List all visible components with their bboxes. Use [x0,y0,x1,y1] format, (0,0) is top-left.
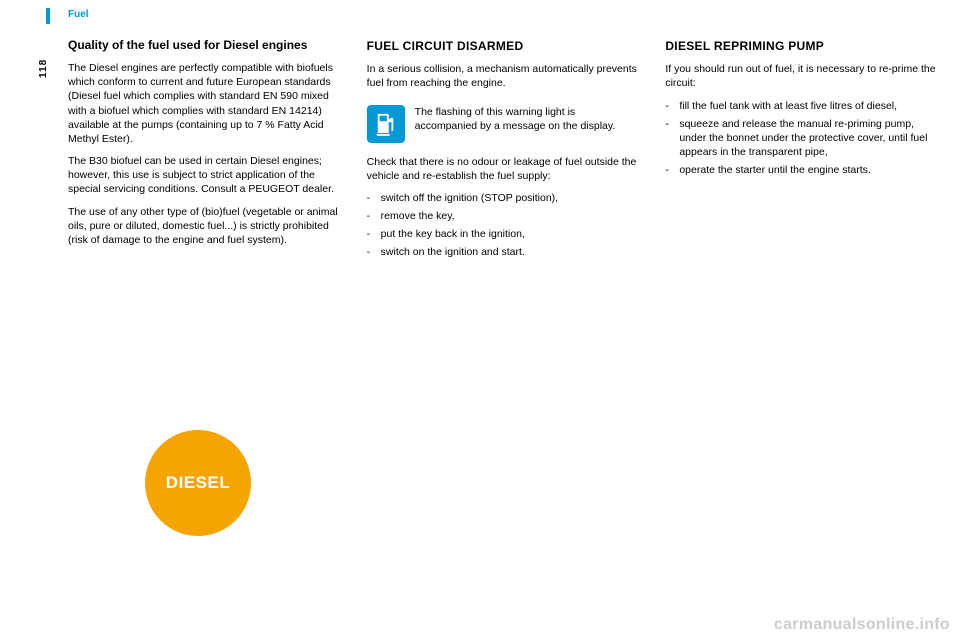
col1-para-3: The use of any other type of (bio)fuel (… [68,205,341,248]
list-item: -operate the starter until the engine st… [665,163,938,177]
col2-para-1: In a serious collision, a mechanism auto… [367,62,640,90]
diesel-badge-label: DIESEL [166,473,230,493]
col3-bullets: -fill the fuel tank with at least five l… [665,99,938,178]
col2-heading: FUEL CIRCUIT DISARMED [367,38,640,54]
list-item: -switch off the ignition (STOP position)… [367,191,640,205]
col1-heading: Quality of the fuel used for Diesel engi… [68,38,341,53]
warning-icon-text: The flashing of this warning light is ac… [415,105,640,133]
diesel-badge: DIESEL [145,430,251,536]
warning-icon-row: The flashing of this warning light is ac… [367,105,640,143]
list-item: -switch on the ignition and start. [367,245,640,259]
watermark-text: carmanualsonline.info [774,616,950,634]
columns-wrapper: Quality of the fuel used for Diesel engi… [68,38,938,264]
col1-para-1: The Diesel engines are perfectly compati… [68,61,341,146]
col1-para-2: The B30 biofuel can be used in certain D… [68,154,341,197]
col2-bullets: -switch off the ignition (STOP position)… [367,191,640,260]
list-item: -fill the fuel tank with at least five l… [665,99,938,113]
col3-para-1: If you should run out of fuel, it is nec… [665,62,938,90]
fuel-pump-icon [367,105,405,143]
page-content: Quality of the fuel used for Diesel engi… [46,0,960,640]
col-fuel-circuit: FUEL CIRCUIT DISARMED In a serious colli… [367,38,640,264]
col3-heading: DIESEL REPRIMING PUMP [665,38,938,54]
list-item: -remove the key, [367,209,640,223]
col-quality-fuel: Quality of the fuel used for Diesel engi… [68,38,341,264]
list-item: -put the key back in the ignition, [367,227,640,241]
col2-para-2: Check that there is no odour or leakage … [367,155,640,183]
col-diesel-repriming: DIESEL REPRIMING PUMP If you should run … [665,38,938,264]
list-item: -squeeze and release the manual re-primi… [665,117,938,160]
